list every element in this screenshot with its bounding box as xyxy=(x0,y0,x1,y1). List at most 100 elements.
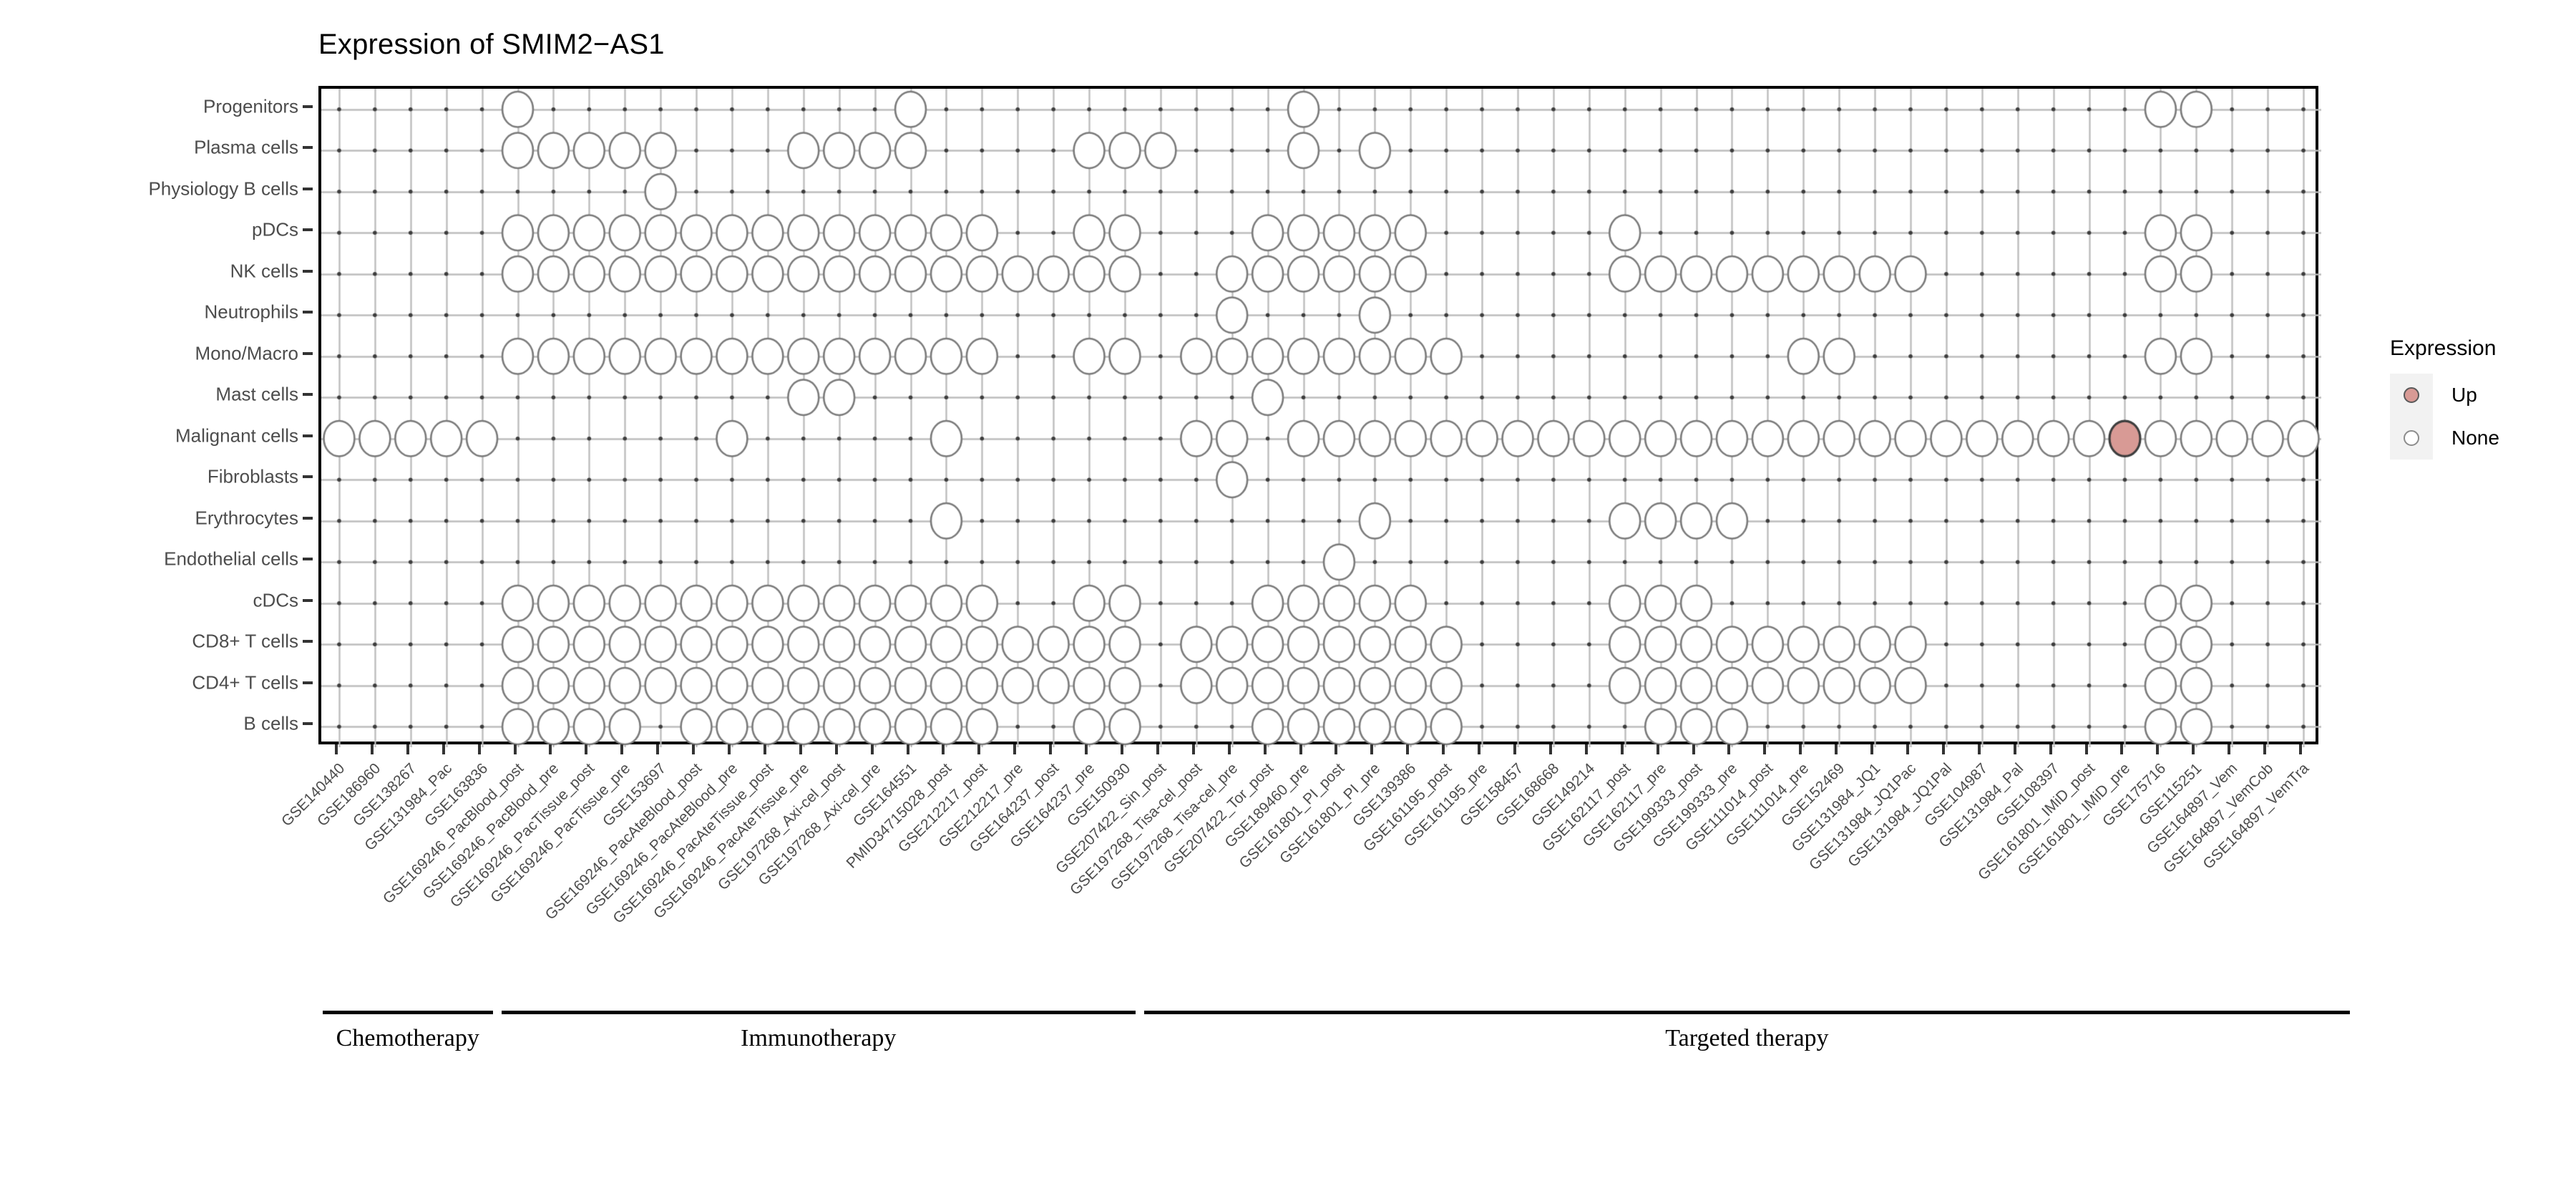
y-axis-label-neutrophils: Neutrophils xyxy=(204,301,298,323)
y-axis-label-erythrocytes: Erythrocytes xyxy=(195,507,299,529)
data-point-layer[interactable] xyxy=(321,89,2321,747)
y-axis-label-pdcs: pDCs xyxy=(251,218,298,240)
y-axis-label-progenitors: Progenitors xyxy=(203,95,298,117)
group-bracket xyxy=(322,1011,493,1014)
x-axis-tick xyxy=(1835,744,1838,754)
x-axis-tick xyxy=(2228,744,2231,754)
y-axis-label-cd4-t-cells: CD4+ T cells xyxy=(192,671,298,694)
filled-circle-icon xyxy=(2404,387,2419,403)
y-axis-tick xyxy=(303,640,313,643)
x-axis-tick xyxy=(799,744,802,754)
open-circle-icon xyxy=(2404,430,2419,446)
x-axis-tick xyxy=(1335,744,1338,754)
x-axis-tick xyxy=(1548,744,1552,754)
x-axis-tick xyxy=(1085,744,1088,754)
legend: Expression Up None xyxy=(2390,336,2569,460)
group-label-immunotherapy: Immunotherapy xyxy=(741,1025,897,1051)
x-axis-tick xyxy=(834,744,838,754)
x-axis-tick xyxy=(441,744,445,754)
y-axis-label-endothelial-cells: Endothelial cells xyxy=(164,548,298,570)
y-axis-label-cd8-t-cells: CD8+ T cells xyxy=(192,630,298,652)
x-axis-tick xyxy=(1799,744,1802,754)
legend-title: Expression xyxy=(2390,336,2497,360)
x-axis-tick xyxy=(763,744,766,754)
legend-swatch-none xyxy=(2390,417,2433,460)
legend-label-up: Up xyxy=(2451,384,2477,406)
y-axis-label-mono-macro: Mono/Macro xyxy=(195,342,299,364)
x-axis-tick xyxy=(1299,744,1302,754)
y-axis-label-plasma-cells: Plasma cells xyxy=(194,136,298,158)
x-axis-tick xyxy=(1478,744,1481,754)
x-axis-tick xyxy=(942,744,945,754)
x-axis-tick xyxy=(1584,744,1588,754)
y-axis-tick xyxy=(303,351,313,355)
x-axis-tick xyxy=(2263,744,2267,754)
y-axis-tick xyxy=(303,598,313,602)
x-axis-tick xyxy=(406,744,409,754)
x-axis-tick xyxy=(1727,744,1731,754)
y-axis-label-mast-cells: Mast cells xyxy=(215,383,298,405)
y-axis-label-fibroblasts: Fibroblasts xyxy=(207,465,298,487)
x-axis-tick xyxy=(1191,744,1195,754)
y-axis-label-malignant-cells: Malignant cells xyxy=(175,424,298,447)
x-axis-tick xyxy=(334,744,338,754)
y-axis: Progenitors Plasma cells Physiology B cell… xyxy=(0,86,318,744)
y-axis-label-b-cells: B cells xyxy=(243,712,298,734)
page-title: Expression of SMIM2−AS1 xyxy=(318,29,665,60)
x-axis-tick xyxy=(2156,744,2160,754)
x-axis-tick xyxy=(1763,744,1767,754)
y-axis-tick xyxy=(303,516,313,520)
x-axis-tick xyxy=(1977,744,1981,754)
plot-panel xyxy=(318,86,2321,747)
y-axis-label-physiology-b-cells: Physiology B cells xyxy=(148,178,298,200)
x-axis-tick xyxy=(1870,744,1874,754)
x-axis-tick xyxy=(2120,744,2124,754)
x-axis-tick xyxy=(585,744,588,754)
x-axis-tick xyxy=(1156,744,1159,754)
y-axis-tick xyxy=(303,269,313,273)
group-bracket xyxy=(1143,1011,2350,1014)
group-label-chemotherapy: Chemotherapy xyxy=(336,1025,479,1051)
group-bracket xyxy=(501,1011,1136,1014)
y-axis-tick xyxy=(303,434,313,437)
y-axis-tick xyxy=(303,681,313,684)
y-axis-label-nk-cells: NK cells xyxy=(230,260,298,282)
legend-item-up[interactable]: Up xyxy=(2390,374,2569,417)
x-axis-tick xyxy=(549,744,552,754)
y-axis-tick xyxy=(303,393,313,397)
x-axis-tick xyxy=(1692,744,1695,754)
x-axis-tick xyxy=(1620,744,1624,754)
y-axis-tick xyxy=(303,558,313,561)
y-axis-tick xyxy=(303,187,313,190)
x-axis-tick xyxy=(1442,744,1445,754)
x-axis-tick xyxy=(692,744,696,754)
x-axis-tick xyxy=(1941,744,1945,754)
y-axis-tick xyxy=(303,475,313,479)
x-axis-tick xyxy=(370,744,374,754)
group-label-targeted-therapy: Targeted therapy xyxy=(1665,1025,1829,1051)
x-axis-tick xyxy=(977,744,981,754)
y-axis-tick xyxy=(303,105,313,108)
x-axis-tick xyxy=(2049,744,2052,754)
x-axis-tick xyxy=(1227,744,1231,754)
x-axis-tick xyxy=(1370,744,1374,754)
x-axis-tick xyxy=(870,744,874,754)
x-axis-tick xyxy=(1656,744,1659,754)
y-axis-tick xyxy=(303,722,313,726)
x-axis-tick xyxy=(727,744,731,754)
y-axis-tick xyxy=(303,228,313,232)
x-axis-tick xyxy=(477,744,481,754)
x-axis-tick xyxy=(1013,744,1017,754)
x-axis-tick xyxy=(1120,744,1123,754)
y-axis-label-cdcs: cDCs xyxy=(253,589,298,611)
x-axis-tick xyxy=(2299,744,2303,754)
x-axis-tick xyxy=(1263,744,1267,754)
y-axis-tick xyxy=(303,146,313,150)
x-axis-tick xyxy=(2013,744,2016,754)
x-axis-tick xyxy=(1406,744,1410,754)
legend-item-none[interactable]: None xyxy=(2390,417,2569,460)
legend-swatch-up xyxy=(2390,374,2433,417)
x-axis-tick xyxy=(620,744,624,754)
x-axis-tick xyxy=(513,744,517,754)
x-axis-tick xyxy=(2084,744,2088,754)
